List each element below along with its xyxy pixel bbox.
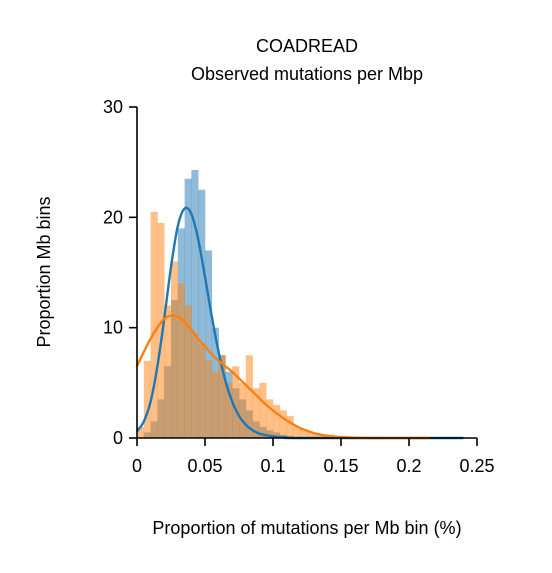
histogram-bar-1-1 bbox=[143, 360, 151, 438]
histogram-bar-0-8 bbox=[191, 169, 199, 438]
histogram-bar-1-0 bbox=[137, 426, 145, 438]
histogram-bar-1-4 bbox=[164, 305, 172, 438]
density-line-1 bbox=[135, 314, 430, 440]
y-axis-ticks: 0 10 20 30 bbox=[103, 97, 137, 448]
plot-area bbox=[135, 169, 464, 440]
histogram-bar-1-18 bbox=[259, 382, 267, 438]
y-tick-label-0: 0 bbox=[113, 428, 123, 448]
x-tick-label-2: 0.1 bbox=[260, 456, 285, 476]
histogram-bar-1-5 bbox=[171, 261, 179, 438]
x-axis-label: Proportion of mutations per Mb bin (%) bbox=[152, 518, 461, 538]
histogram-bar-1-24 bbox=[300, 429, 308, 438]
histogram-bar-1-17 bbox=[252, 388, 260, 438]
histogram-bar-1-21 bbox=[279, 410, 287, 438]
histogram-bar-1-16 bbox=[245, 355, 253, 438]
density-line-0 bbox=[136, 206, 464, 440]
y-tick-label-3: 30 bbox=[103, 97, 123, 117]
x-tick-label-4: 0.2 bbox=[396, 456, 421, 476]
chart-title: COADREAD bbox=[256, 36, 358, 56]
histogram-bar-1-3 bbox=[157, 222, 165, 438]
histogram-bar-1-19 bbox=[266, 399, 274, 438]
y-tick-label-1: 10 bbox=[103, 318, 123, 338]
x-tick-label-1: 0.05 bbox=[187, 456, 222, 476]
histogram-bar-0-9 bbox=[198, 189, 206, 438]
histogram-bar-1-13 bbox=[225, 382, 233, 438]
histogram-bar-1-14 bbox=[232, 366, 240, 438]
x-tick-label-5: 0.25 bbox=[459, 456, 494, 476]
histogram-bar-1-25 bbox=[307, 432, 315, 438]
histogram-bar-1-20 bbox=[273, 404, 281, 438]
density-curves bbox=[135, 206, 464, 440]
histogram-bar-1-10 bbox=[205, 360, 213, 438]
histogram-bar-1-23 bbox=[293, 426, 301, 438]
histogram-bar-1-22 bbox=[286, 415, 294, 438]
histogram-bar-1-26 bbox=[313, 433, 321, 438]
x-tick-label-3: 0.15 bbox=[323, 456, 358, 476]
histogram-bar-1-11 bbox=[211, 371, 219, 438]
histogram-bar-1-12 bbox=[218, 355, 226, 438]
histogram-bar-1-15 bbox=[239, 382, 247, 438]
histogram-bar-1-6 bbox=[177, 283, 185, 438]
histogram-bars-orange bbox=[137, 211, 430, 438]
histogram-bar-1-8 bbox=[191, 333, 199, 438]
y-axis-label: Proportion Mb bins bbox=[34, 196, 54, 347]
chart-subtitle: Observed mutations per Mbp bbox=[191, 64, 423, 84]
histogram-bar-1-9 bbox=[198, 344, 206, 438]
x-axis-ticks: 0 0.05 0.1 0.15 0.2 0.25 bbox=[132, 438, 495, 476]
histogram-bar-1-2 bbox=[150, 211, 158, 438]
x-tick-label-0: 0 bbox=[132, 456, 142, 476]
histogram-bar-1-7 bbox=[184, 305, 192, 438]
histogram-bar-0-10 bbox=[205, 250, 213, 438]
y-tick-label-2: 20 bbox=[103, 207, 123, 227]
